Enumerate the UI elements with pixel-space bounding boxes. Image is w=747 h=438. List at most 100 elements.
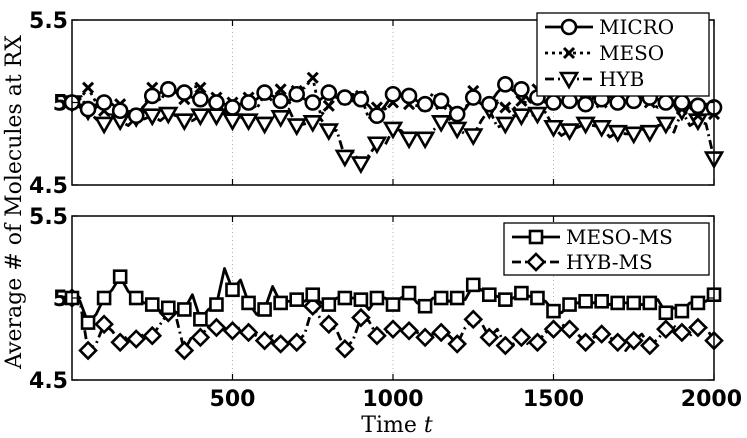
panel1-micro-point-6: [111, 102, 129, 120]
panel1-legend-marker-micro: [560, 18, 578, 36]
panel2-meso-ms-point-6: [112, 269, 128, 284]
panel1-legend-label-meso: MESO: [599, 41, 664, 65]
panel2-meso-ms-point-78: [690, 295, 706, 311]
panel2-meso-ms-point-30: [305, 287, 321, 303]
panel1-hyb-point-16: [190, 108, 211, 127]
x-axis-label: Time t: [361, 413, 433, 438]
panel1-micro-point-32: [320, 84, 338, 101]
panel2-meso-ms-point-36: [353, 292, 369, 307]
panel1-hyb-point-50: [463, 128, 484, 147]
panel2-series-meso-ms: [64, 267, 722, 330]
panel2-hyb-ms-point-78: [688, 317, 708, 338]
panel2-ytick-label-1: 5: [53, 287, 68, 312]
panel2-meso-ms-point-72: [642, 295, 658, 311]
panel1-micro-point-68: [609, 94, 627, 111]
axes-layer: 4.5 5 5.5 4.5 5 5.5 500 1000 1500 2000: [29, 9, 742, 412]
panel2-hyb-ms-point-22: [238, 322, 259, 343]
panel2-hyb-ms-point-20: [222, 320, 243, 341]
xtick-label-2: 1500: [523, 387, 584, 412]
panel2-hyb-ms-point-4: [94, 314, 114, 335]
panel2-meso-ms-point-62: [562, 297, 577, 312]
panel1-hyb-point-70: [623, 126, 644, 145]
panel1-meso-point-26-stroke-b: [274, 83, 287, 96]
panel2-meso-ms-point-22: [241, 295, 256, 311]
panel2-meso-ms-point-20: [225, 282, 240, 298]
panel1-micro-point-48: [448, 105, 466, 123]
panel1-micro-point-60: [545, 94, 562, 111]
panel2-ytick-label-0: 4.5: [29, 369, 68, 394]
panel1-hyb-point-30: [302, 115, 323, 133]
panel1-meso-point-30: [306, 71, 319, 84]
panel2-hyb-ms-point-28: [286, 332, 307, 353]
panel2-hyb-ms-point-56: [511, 327, 532, 348]
panel1-hyb-point-68: [607, 124, 628, 143]
panel1-meso-point-26: [274, 83, 287, 96]
panel1-hyb-point-12: [158, 106, 179, 125]
panel2-legend-label-meso-ms: MESO-MS: [566, 225, 673, 249]
panel2-hyb-ms-point-34: [335, 339, 355, 359]
panel2-legend-marker-meso-ms: [528, 229, 544, 245]
panel2-meso-ms-point-34: [337, 290, 353, 306]
panel1-hyb-point-18: [206, 108, 227, 127]
panel1-ytick-label-1: 5: [53, 92, 68, 117]
panel2-meso-ms-point-12: [161, 300, 176, 316]
panel2-meso-ms-point-52: [481, 287, 497, 303]
panel2-hyb-ms-point-72: [639, 335, 660, 356]
panel2-hyb-ms-point-52: [479, 327, 500, 348]
panel1-hyb-point-42: [398, 131, 420, 150]
panel1-hyb-point-24: [254, 116, 275, 135]
panel1-micro-point-8: [127, 107, 145, 124]
panel1-micro-point-10: [143, 87, 161, 105]
panel2-hyb-ms-point-24: [254, 330, 275, 351]
panel1-micro-point-40: [384, 85, 402, 103]
panel2-hyb-ms-point-60: [543, 319, 564, 339]
panel1-hyb-point-34: [334, 149, 356, 168]
panel1-hyb-point-66: [591, 119, 612, 138]
panel1-legend-marker-meso-stroke-b: [562, 46, 576, 60]
panel1-micro-point-22: [240, 94, 257, 111]
panel1-ytick-label-0: 4.5: [29, 174, 68, 199]
panel2-hyb-ms-point-70: [623, 330, 644, 351]
panel1-hyb-point-44: [414, 131, 436, 150]
panel1-hyb-point-20: [222, 113, 243, 132]
panel2-hyb-ms-point-76: [672, 322, 692, 343]
panel2-hyb-ms-point-50: [463, 309, 484, 330]
panel1-micro-point-4: [95, 94, 113, 111]
panel1-meso-point-32: [322, 99, 335, 112]
panel1-hyb-point-72: [639, 124, 661, 143]
panel1-hyb-point-56: [511, 108, 532, 127]
y-axis-label: Average # of Molecules at RX: [2, 35, 27, 370]
panel2-meso-ms-point-42: [401, 285, 417, 301]
panel2-hyb-ms-point-62: [559, 319, 580, 339]
panel2-meso-ms-point-50: [465, 277, 481, 293]
panel2-meso-ms-point-26: [273, 295, 288, 311]
panel2-meso-ms-point-18: [209, 297, 224, 312]
panel2-hyb-ms-point-66: [591, 324, 612, 344]
panel2-hyb-ms-point-26: [270, 334, 291, 354]
panel2-hyb-ms-point-48: [447, 334, 468, 354]
panel1-micro-point-14: [176, 84, 193, 101]
panel1-meso-point-54-stroke-b: [499, 101, 512, 114]
panel2-hyb-ms-point-40: [383, 319, 403, 339]
panel1-hyb-point-26: [270, 110, 291, 128]
panel1-meso-point-2: [81, 81, 95, 94]
panel1-hyb-point-22: [238, 113, 259, 132]
panel2-hyb-ms-point-30: [302, 296, 323, 317]
panel2-hyb-ms-point-54: [495, 335, 516, 356]
panel1-hyb-point-36: [350, 156, 372, 175]
panel1-legend-label-micro: MICRO: [599, 15, 674, 39]
panel2-hyb-ms-point-46: [431, 322, 451, 343]
panel2-hyb-ms-point-2: [78, 340, 98, 361]
panel1-hyb-point-54: [495, 116, 516, 135]
panel1-micro-point-36: [352, 90, 370, 108]
panel2-meso-ms-point-8: [128, 290, 144, 306]
panel1-micro-point-50: [464, 89, 482, 106]
panel1-meso-point-30-stroke-b: [306, 71, 319, 84]
panel2-meso-ms-point-32: [321, 297, 337, 312]
x-axis-label-text: Time: [361, 413, 417, 438]
panel1-micro-point-24: [256, 84, 273, 101]
panel1-meso-point-32-stroke-b: [322, 99, 335, 112]
panel1-hyb-point-10: [142, 108, 163, 127]
